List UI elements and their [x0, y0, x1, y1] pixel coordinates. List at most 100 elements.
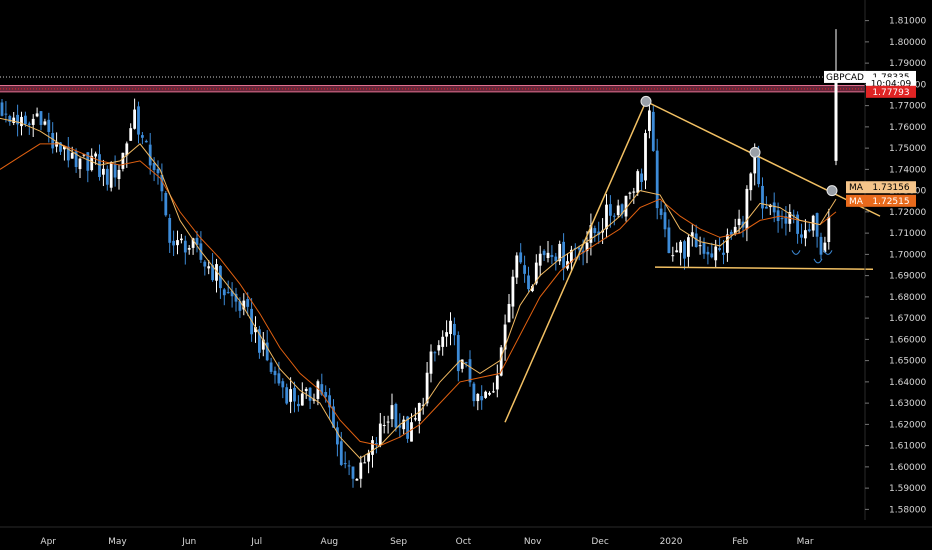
candle: [780, 210, 784, 229]
pivot-marker[interactable]: [640, 95, 652, 107]
candle-body: [113, 164, 117, 178]
candle: [121, 152, 125, 172]
y-tick-label: 1.75000: [889, 144, 926, 154]
candle-body: [663, 212, 667, 230]
candle-body: [300, 393, 304, 406]
candle: [410, 413, 413, 442]
candle-body: [82, 154, 86, 156]
candle: [609, 195, 612, 228]
candle-body: [445, 332, 448, 337]
time-axis[interactable]: Apr May Jun Jul Aug Sep Oct Nov Dec 2020 Feb Mar: [40, 537, 813, 547]
price-axis[interactable]: 1.810001.800001.790001.780001.770001.760…: [865, 17, 926, 516]
candle: [441, 330, 445, 356]
candle: [698, 236, 702, 255]
y-tick-label: 1.79000: [889, 59, 926, 69]
candle-body: [437, 345, 441, 351]
price-tag-label: GBPCAD: [826, 73, 864, 83]
candle: [679, 240, 682, 266]
candle-body: [308, 387, 312, 401]
candle: [0, 99, 4, 117]
candle-body: [102, 168, 105, 175]
price-tag-value: 1.72515: [872, 197, 909, 207]
candle-body: [406, 416, 409, 439]
candle-body: [807, 229, 811, 232]
candle: [117, 164, 121, 190]
y-tick-label: 1.61000: [889, 442, 926, 452]
candle: [683, 239, 686, 270]
y-tick-label: 1.71000: [889, 229, 926, 239]
candle: [343, 451, 347, 469]
price-tag-label: MA: [849, 183, 864, 193]
candle-body: [347, 465, 351, 467]
candle: [655, 138, 659, 220]
candle-body: [35, 113, 39, 117]
candle-body: [98, 154, 101, 178]
candle: [726, 228, 729, 262]
candle-body: [343, 463, 347, 465]
candle-body: [558, 243, 562, 262]
x-tick-label: Nov: [524, 537, 542, 547]
trendline[interactable]: [645, 100, 881, 217]
candle-body: [289, 389, 292, 402]
candle: [90, 148, 94, 172]
candle: [35, 107, 39, 118]
candle: [597, 221, 601, 244]
candle: [31, 114, 35, 137]
candle-body: [215, 264, 218, 281]
candle: [211, 253, 214, 282]
candle: [796, 211, 799, 244]
candle: [667, 219, 671, 254]
candle-body: [687, 237, 690, 257]
candle: [109, 161, 113, 192]
candle-body: [230, 290, 234, 297]
price-tag-box: [866, 194, 916, 207]
candle: [503, 314, 507, 361]
candle: [472, 381, 476, 407]
candle: [27, 121, 31, 135]
candle-body: [671, 255, 675, 257]
candle-body: [105, 168, 109, 185]
candle-body: [183, 240, 187, 253]
candle-body: [78, 158, 82, 170]
candle-body: [207, 266, 211, 269]
candle-body: [804, 230, 807, 239]
candle-body: [320, 384, 324, 395]
pivot-marker[interactable]: [826, 185, 838, 197]
candle: [722, 240, 725, 265]
candle-body: [86, 152, 90, 171]
candle-body: [698, 245, 702, 247]
y-tick-label: 1.62000: [889, 420, 926, 430]
candle-body: [176, 240, 179, 246]
candle-body: [546, 252, 550, 259]
candle-body: [336, 427, 339, 445]
candle: [453, 317, 456, 346]
candle-body: [511, 276, 515, 307]
candle: [320, 373, 324, 396]
candle-body: [402, 419, 406, 430]
candle: [98, 144, 101, 181]
candle-body: [144, 140, 148, 143]
candle-body: [109, 162, 113, 188]
candle-body: [316, 381, 320, 399]
candle: [445, 320, 448, 347]
ma-fast-line: [0, 117, 837, 460]
trendline[interactable]: [654, 266, 874, 270]
candle: [156, 160, 160, 185]
candle: [495, 364, 499, 398]
candle-body: [718, 248, 721, 251]
candle-body: [538, 253, 542, 266]
candle: [359, 455, 363, 488]
candle: [207, 259, 211, 275]
candle-body: [234, 293, 238, 302]
pivot-marker[interactable]: [749, 146, 761, 158]
candle-body: [562, 241, 565, 269]
candle: [386, 415, 390, 434]
candle: [269, 357, 273, 375]
trendline[interactable]: [504, 101, 647, 423]
candle-body: [164, 192, 168, 216]
candle-body: [605, 204, 608, 230]
candle: [710, 242, 714, 259]
candle-body: [59, 142, 62, 152]
candle-body: [421, 404, 425, 406]
